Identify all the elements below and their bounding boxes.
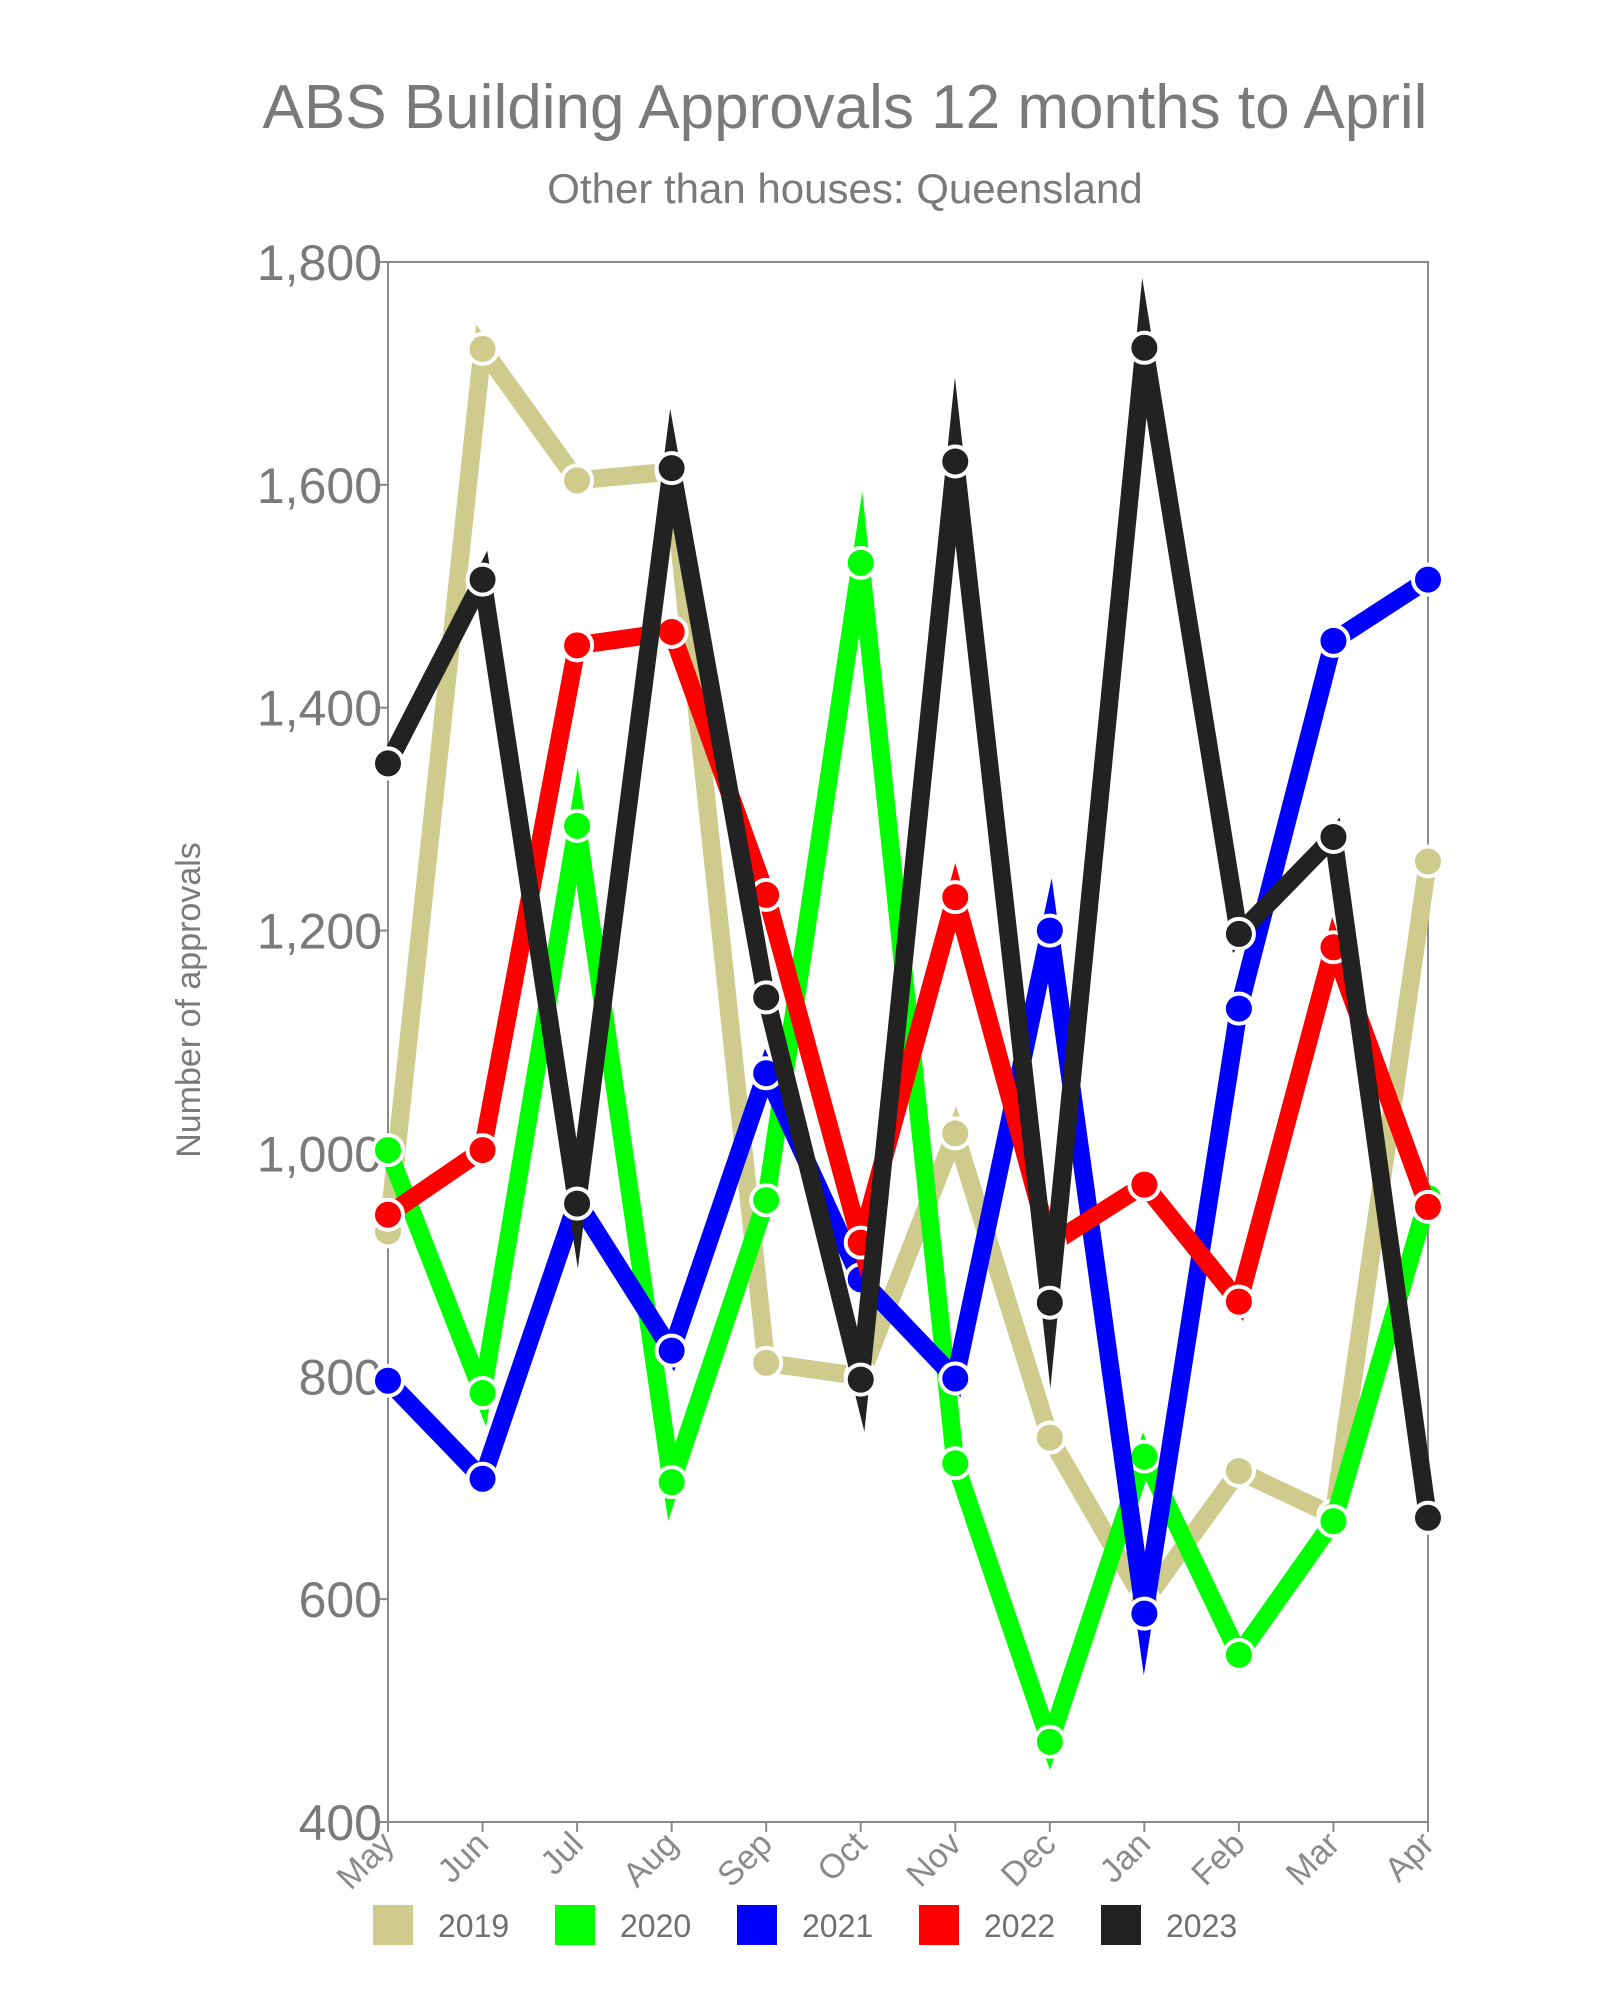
legend-swatch bbox=[737, 1905, 777, 1945]
data-point bbox=[1411, 844, 1445, 879]
data-point bbox=[938, 1116, 973, 1151]
data-point bbox=[654, 614, 689, 649]
data-point bbox=[1411, 1189, 1445, 1224]
data-point bbox=[465, 1133, 500, 1168]
y-tick-label: 600 bbox=[299, 1572, 382, 1628]
data-point bbox=[560, 463, 595, 498]
data-point bbox=[938, 880, 973, 915]
series-layer bbox=[371, 278, 1445, 1771]
data-point bbox=[1316, 819, 1351, 854]
data-point bbox=[465, 1461, 500, 1496]
x-axis: May Jun Jul Aug Sep Oct Nov Dec Jan Feb Mar Apr bbox=[329, 1822, 1442, 1897]
data-point bbox=[1127, 1167, 1162, 1202]
y-tick-label: 400 bbox=[299, 1795, 382, 1851]
series-line bbox=[382, 622, 1437, 1322]
data-point bbox=[1032, 913, 1067, 948]
data-point bbox=[371, 746, 405, 781]
y-tick-label: 1,200 bbox=[257, 904, 382, 960]
data-point bbox=[371, 1363, 405, 1398]
series-line bbox=[379, 324, 1437, 1618]
legend-label: 2020 bbox=[620, 1908, 691, 1944]
data-point bbox=[1411, 562, 1445, 597]
x-tick-label: Jul bbox=[533, 1825, 591, 1883]
data-point bbox=[1032, 1285, 1067, 1320]
x-tick-label: Jun bbox=[431, 1825, 497, 1891]
data-point bbox=[560, 1186, 595, 1221]
y-axis-label: Number of approvals bbox=[170, 842, 208, 1158]
legend-label: 2023 bbox=[1166, 1908, 1237, 1944]
y-tick-label: 1,000 bbox=[257, 1126, 382, 1182]
legend-label: 2019 bbox=[438, 1908, 509, 1944]
data-point bbox=[1221, 916, 1256, 951]
data-point bbox=[1316, 1504, 1351, 1539]
x-tick-label: Oct bbox=[810, 1824, 875, 1889]
chart-subtitle: Other than houses: Queensland bbox=[547, 165, 1142, 212]
series-2020 bbox=[371, 491, 1445, 1771]
legend-item: 2023 bbox=[1101, 1905, 1237, 1945]
data-point bbox=[1032, 1420, 1067, 1455]
x-tick-label: Dec bbox=[994, 1825, 1064, 1895]
data-point bbox=[1127, 1439, 1162, 1474]
legend: 2019 2020 2021 2022 2023 bbox=[373, 1905, 1237, 1945]
data-point bbox=[1127, 330, 1162, 365]
data-point bbox=[938, 1361, 973, 1396]
data-point bbox=[749, 1345, 784, 1380]
data-point bbox=[1221, 1284, 1256, 1319]
data-point bbox=[843, 1362, 878, 1397]
data-point bbox=[1221, 991, 1256, 1026]
data-point bbox=[560, 628, 595, 663]
series-line bbox=[379, 278, 1437, 1520]
x-tick-label: Mar bbox=[1279, 1825, 1347, 1893]
x-tick-label: Sep bbox=[710, 1825, 780, 1895]
legend-item: 2021 bbox=[737, 1905, 873, 1945]
y-tick-label: 1,600 bbox=[257, 458, 382, 514]
legend-swatch bbox=[1101, 1905, 1141, 1945]
data-point bbox=[938, 1446, 973, 1481]
y-tick-label: 1,400 bbox=[257, 681, 382, 737]
series-line bbox=[379, 491, 1437, 1771]
plot-frame bbox=[387, 261, 1429, 1823]
data-point bbox=[654, 451, 689, 486]
legend-swatch bbox=[555, 1905, 595, 1945]
data-point bbox=[1316, 623, 1351, 658]
data-point bbox=[560, 808, 595, 843]
data-point bbox=[465, 331, 500, 366]
data-point bbox=[1127, 1596, 1162, 1631]
data-point bbox=[1221, 1454, 1256, 1488]
x-tick-label: Apr bbox=[1377, 1825, 1441, 1889]
data-point bbox=[749, 980, 784, 1015]
x-tick-label: Aug bbox=[616, 1825, 686, 1895]
x-tick-label: Jan bbox=[1092, 1825, 1158, 1891]
legend-item: 2019 bbox=[373, 1905, 509, 1945]
legend-swatch bbox=[373, 1905, 413, 1945]
data-point bbox=[371, 1133, 405, 1168]
data-point bbox=[1032, 1724, 1067, 1759]
series-line bbox=[381, 572, 1433, 1676]
legend-item: 2020 bbox=[555, 1905, 691, 1945]
data-point bbox=[938, 444, 973, 479]
series-2023 bbox=[371, 278, 1445, 1535]
data-point bbox=[654, 1333, 689, 1368]
chart-title: ABS Building Approvals 12 months to Apri… bbox=[263, 73, 1428, 142]
data-point bbox=[465, 562, 500, 597]
data-point bbox=[371, 1197, 405, 1232]
data-point bbox=[749, 1183, 784, 1218]
legend-swatch bbox=[919, 1905, 959, 1945]
legend-item: 2022 bbox=[919, 1905, 1055, 1945]
y-axis: 400 600 800 1,000 1,200 1,400 1,600 1,800 bbox=[257, 235, 388, 1851]
y-tick-label: 1,800 bbox=[257, 235, 382, 291]
data-point bbox=[465, 1376, 500, 1410]
x-tick-label: Feb bbox=[1184, 1825, 1252, 1893]
y-tick-label: 800 bbox=[299, 1349, 382, 1405]
legend-label: 2022 bbox=[984, 1908, 1055, 1944]
data-point bbox=[843, 545, 878, 580]
legend-label: 2021 bbox=[802, 1908, 873, 1944]
x-tick-label: Nov bbox=[899, 1825, 969, 1895]
data-point bbox=[654, 1465, 689, 1500]
data-point bbox=[1411, 1500, 1445, 1535]
data-point bbox=[1221, 1637, 1256, 1672]
